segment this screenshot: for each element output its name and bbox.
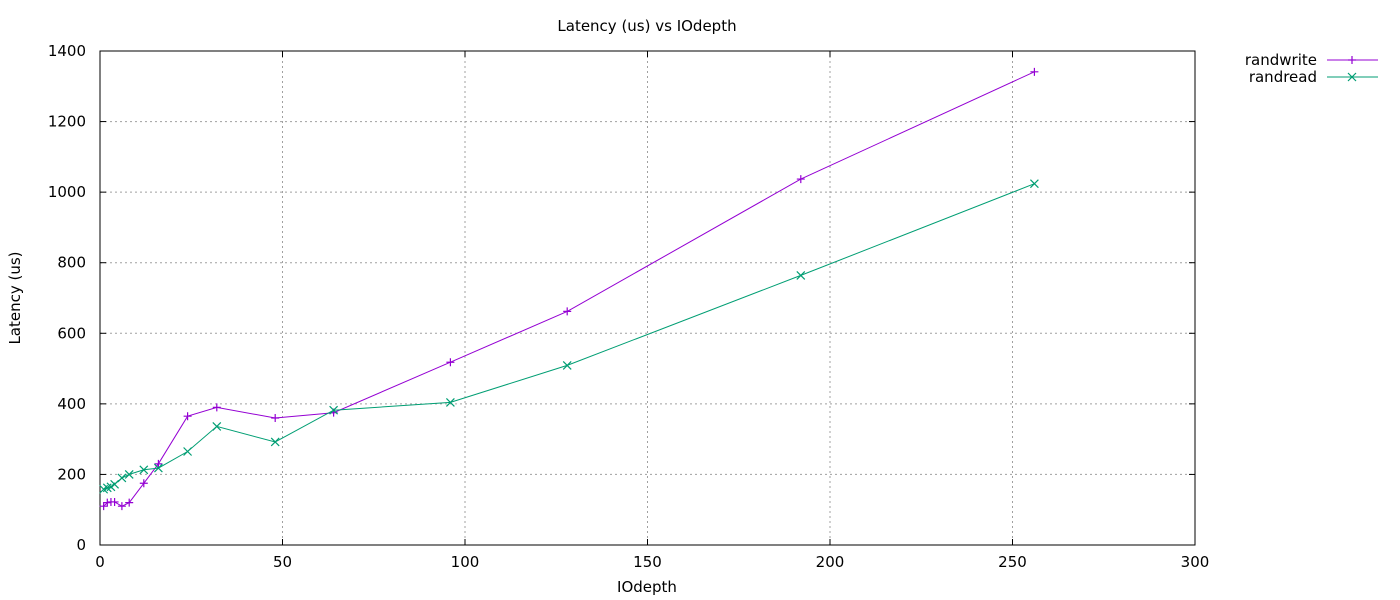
y-tick-label: 1400 [48, 42, 86, 60]
randwrite-point [103, 498, 112, 507]
legend-marker [1348, 56, 1356, 64]
randread-point [183, 447, 193, 456]
randwrite-point [796, 175, 805, 184]
randread-point [124, 470, 134, 479]
randread-line [103, 183, 1035, 490]
randwrite-point [446, 358, 455, 367]
randread-point [796, 270, 806, 280]
randwrite-point [139, 479, 148, 488]
x-axis-label: IOdepth [617, 578, 677, 596]
randread-point [153, 463, 163, 473]
randread-point [562, 360, 572, 370]
randwrite-point [125, 498, 134, 507]
x-tick-label: 200 [816, 553, 845, 571]
axis-ticks: 0 50 100 150 200 250 300 0 200 400 600 800 1000 1200 1… [48, 42, 1210, 571]
randread-series [99, 179, 1039, 494]
y-axis-label: Latency (us) [6, 251, 24, 344]
x-tick-label: 150 [633, 553, 662, 571]
y-tick-label: 1000 [48, 183, 86, 201]
randwrite-point [1030, 67, 1039, 76]
randwrite-point [154, 459, 163, 468]
y-tick-label: 400 [57, 395, 86, 413]
randread-point [139, 465, 149, 475]
randwrite-series [99, 67, 1039, 511]
legend-item-randwrite: randwrite [1245, 51, 1378, 69]
chart-title: Latency (us) vs IOdepth [557, 17, 736, 35]
series-layer [99, 67, 1039, 511]
randwrite-point [99, 502, 108, 511]
y-tick-label: 800 [57, 254, 86, 272]
randwrite-point [183, 412, 192, 421]
y-tick-label: 600 [57, 324, 86, 342]
x-tick-label: 250 [998, 553, 1027, 571]
grid-lines [100, 51, 1195, 545]
randwrite-point [212, 403, 221, 412]
x-tick-label: 100 [451, 553, 480, 571]
randread-point [270, 437, 280, 447]
randread-point [329, 405, 339, 415]
randwrite-point [117, 502, 126, 511]
x-tick-label: 0 [95, 553, 105, 571]
y-tick-label: 200 [57, 465, 86, 483]
y-tick-label: 0 [76, 536, 86, 554]
legend-label: randread [1249, 68, 1317, 86]
randwrite-line [103, 71, 1035, 507]
x-tick-label: 300 [1181, 553, 1210, 571]
legend-label: randwrite [1245, 51, 1317, 69]
randread-point [110, 479, 120, 489]
randread-point [212, 422, 222, 431]
randread-point [1029, 179, 1039, 189]
legend-item-randread: randread [1249, 68, 1378, 86]
randread-point [445, 398, 455, 407]
randwrite-point [271, 413, 280, 422]
y-tick-label: 1200 [48, 113, 86, 131]
legend-marker [1347, 72, 1357, 82]
x-tick-label: 50 [273, 553, 292, 571]
randwrite-point [110, 497, 119, 506]
randwrite-point [563, 307, 572, 316]
randread-point [117, 473, 127, 483]
